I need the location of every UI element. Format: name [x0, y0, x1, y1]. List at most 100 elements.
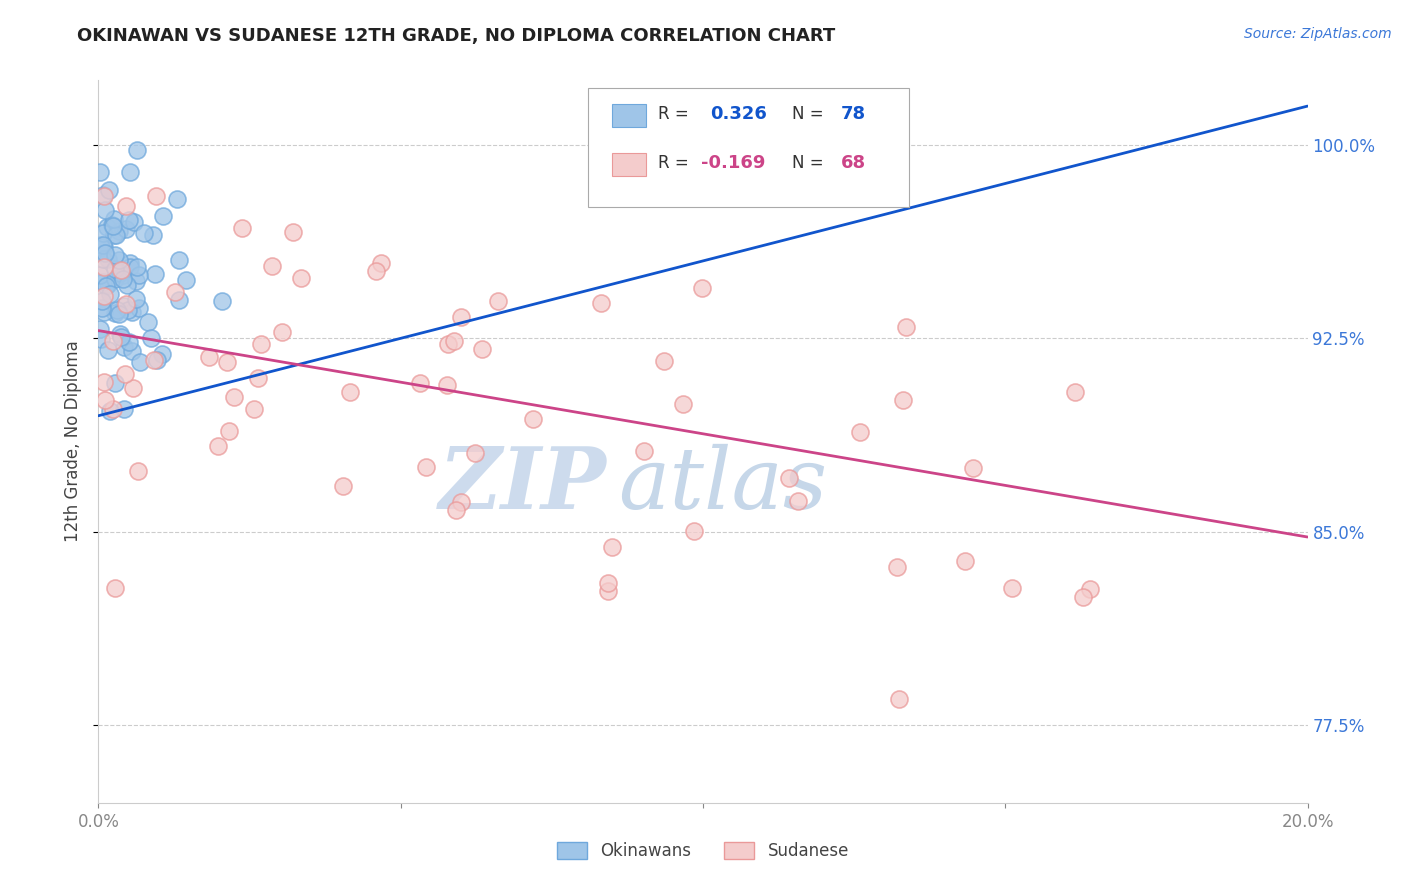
- Point: [115, 297, 138, 311]
- Point: [98, 403, 121, 417]
- Point: [90, 239, 112, 253]
- Point: [93, 289, 115, 303]
- Point: [93, 260, 115, 274]
- Point: [600, 540, 623, 554]
- Point: [633, 444, 655, 458]
- Point: [91, 301, 114, 316]
- Point: [415, 459, 437, 474]
- FancyBboxPatch shape: [613, 104, 647, 128]
- Point: [110, 266, 132, 280]
- Point: [690, 280, 713, 294]
- Point: [114, 222, 136, 236]
- Point: [1064, 384, 1087, 399]
- Point: [112, 401, 135, 416]
- Point: [91, 275, 114, 289]
- Point: [894, 319, 917, 334]
- Point: [112, 300, 135, 314]
- Point: [128, 268, 150, 282]
- Point: [1078, 582, 1101, 596]
- Point: [103, 228, 125, 243]
- Point: [136, 315, 159, 329]
- Point: [652, 353, 675, 368]
- Point: [887, 692, 910, 706]
- Point: [598, 576, 620, 591]
- Point: [778, 471, 800, 485]
- Text: 68: 68: [841, 153, 866, 171]
- Point: [114, 367, 136, 381]
- Point: [217, 355, 239, 369]
- Point: [174, 273, 197, 287]
- Text: OKINAWAN VS SUDANESE 12TH GRADE, NO DIPLOMA CORRELATION CHART: OKINAWAN VS SUDANESE 12TH GRADE, NO DIPL…: [77, 27, 835, 45]
- Text: atlas: atlas: [619, 443, 828, 526]
- FancyBboxPatch shape: [613, 153, 647, 176]
- Point: [110, 326, 132, 341]
- Point: [167, 293, 190, 308]
- Point: [101, 218, 124, 232]
- Point: [290, 270, 312, 285]
- Point: [132, 226, 155, 240]
- Point: [111, 272, 134, 286]
- Point: [91, 188, 114, 202]
- Point: [121, 305, 143, 319]
- Point: [128, 354, 150, 368]
- Point: [118, 213, 141, 227]
- Point: [90, 294, 112, 309]
- Point: [243, 402, 266, 417]
- Point: [125, 274, 148, 288]
- Point: [849, 425, 872, 440]
- Point: [107, 224, 129, 238]
- Point: [118, 334, 141, 349]
- Point: [222, 390, 245, 404]
- Point: [886, 560, 908, 574]
- Point: [103, 212, 125, 227]
- Point: [141, 331, 163, 345]
- Point: [97, 277, 120, 292]
- Point: [150, 347, 173, 361]
- Point: [891, 392, 914, 407]
- Point: [121, 343, 143, 358]
- Point: [231, 221, 253, 235]
- Point: [166, 192, 188, 206]
- Point: [94, 203, 117, 218]
- Point: [962, 461, 984, 475]
- Text: 78: 78: [841, 105, 866, 123]
- FancyBboxPatch shape: [588, 87, 908, 207]
- Point: [97, 183, 120, 197]
- Point: [683, 524, 706, 539]
- Point: [91, 227, 114, 241]
- Point: [94, 393, 117, 408]
- Point: [115, 278, 138, 293]
- Point: [364, 264, 387, 278]
- Point: [250, 337, 273, 351]
- Point: [97, 343, 120, 357]
- Point: [101, 401, 124, 416]
- Point: [596, 584, 619, 599]
- Point: [142, 227, 165, 242]
- Point: [163, 285, 186, 300]
- Point: [786, 494, 808, 508]
- Point: [127, 143, 149, 157]
- Point: [271, 325, 294, 339]
- Point: [450, 495, 472, 509]
- Point: [105, 228, 128, 243]
- Point: [115, 199, 138, 213]
- Point: [93, 238, 115, 252]
- Point: [125, 292, 148, 306]
- Point: [93, 305, 115, 319]
- Point: [142, 353, 165, 368]
- Text: R =: R =: [658, 153, 695, 171]
- Point: [97, 252, 120, 266]
- Point: [110, 263, 132, 277]
- Point: [436, 336, 458, 351]
- Point: [93, 246, 115, 260]
- Point: [152, 209, 174, 223]
- Point: [93, 189, 115, 203]
- Point: [127, 260, 149, 275]
- Text: 0.326: 0.326: [710, 105, 768, 123]
- Point: [246, 371, 269, 385]
- Point: [89, 165, 111, 179]
- Point: [522, 411, 544, 425]
- Point: [167, 253, 190, 268]
- Point: [143, 267, 166, 281]
- Point: [112, 340, 135, 354]
